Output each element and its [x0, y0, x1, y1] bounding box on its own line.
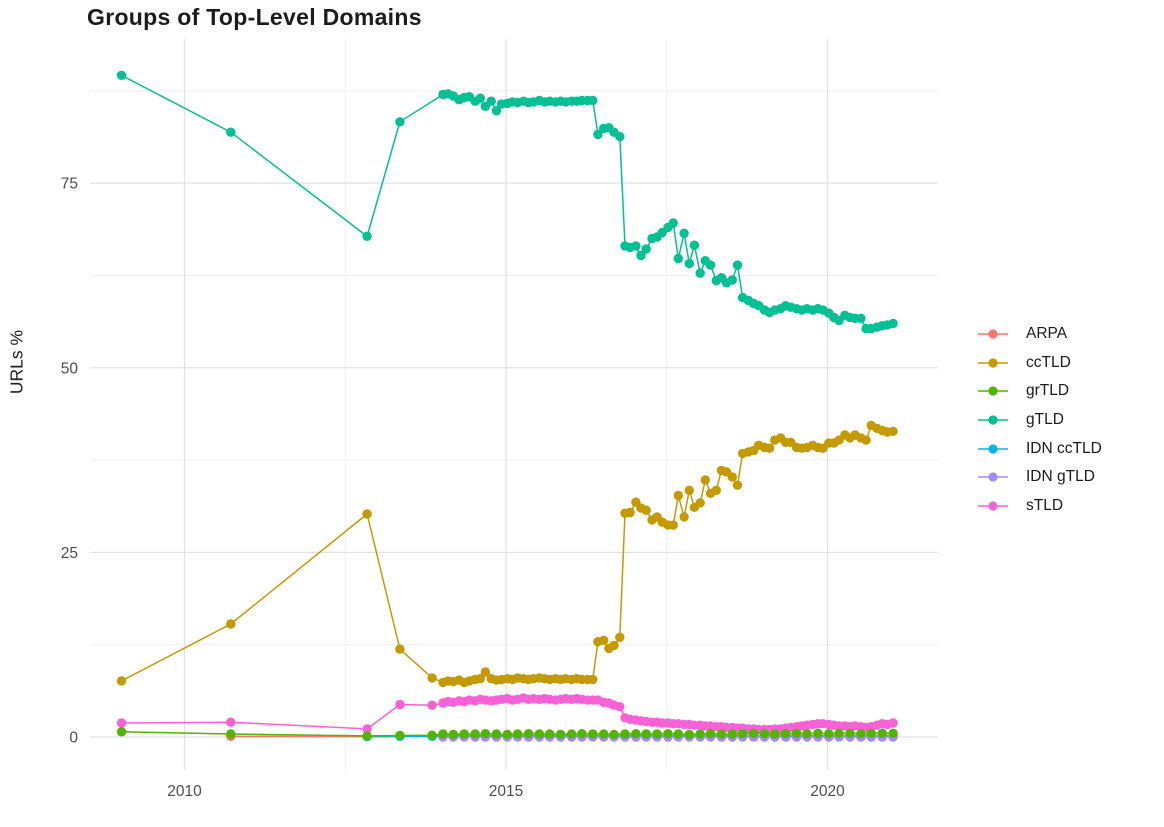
legend-item-gtld: gTLD: [976, 406, 1102, 435]
y-axis-title: URLs %: [6, 329, 27, 395]
y-tick-label: 0: [69, 730, 78, 747]
legend-item-arpa: ARPA: [976, 320, 1102, 349]
legend: ARPA ccTLD grTLD gTLD IDN ccTLD IDN gTLD sTLD: [976, 320, 1102, 520]
legend-label: ARPA: [1026, 325, 1068, 343]
series-cctld: [116, 420, 898, 688]
series-stld: [116, 693, 898, 735]
axis-tick-labels: 0 25 50 75 2010 2015 2020: [61, 176, 845, 800]
legend-key-icon: [978, 444, 1008, 454]
legend-label: grTLD: [1026, 382, 1070, 400]
legend-item-idn-cctld: IDN ccTLD: [976, 434, 1102, 463]
legend-key-icon: [978, 329, 1008, 339]
y-tick-label: 25: [61, 545, 78, 562]
series-gtld: [116, 70, 898, 334]
legend-label: gTLD: [1026, 411, 1064, 429]
y-tick-label: 75: [61, 176, 78, 193]
legend-key-icon: [978, 415, 1008, 425]
legend-key-icon: [978, 472, 1008, 482]
legend-item-idn-gtld: IDN gTLD: [976, 463, 1102, 492]
gridlines: [90, 39, 938, 770]
legend-label: IDN ccTLD: [1026, 439, 1102, 457]
legend-label: ccTLD: [1026, 353, 1071, 371]
legend-label: sTLD: [1026, 496, 1064, 514]
legend-item-cctld: ccTLD: [976, 349, 1102, 378]
legend-item-stld: sTLD: [976, 492, 1102, 521]
legend-item-grtld: grTLD: [976, 377, 1102, 406]
y-tick-label: 50: [61, 360, 79, 377]
series-grtld: [116, 727, 898, 741]
x-tick-label: 2020: [810, 783, 845, 800]
x-tick-label: 2015: [489, 783, 523, 800]
legend-key-icon: [978, 358, 1008, 368]
chart-title: Groups of Top-Level Domains: [87, 4, 422, 30]
legend-label: IDN gTLD: [1026, 468, 1095, 486]
legend-key-icon: [978, 386, 1008, 397]
x-tick-label: 2010: [167, 783, 202, 800]
legend-key-icon: [978, 501, 1008, 511]
